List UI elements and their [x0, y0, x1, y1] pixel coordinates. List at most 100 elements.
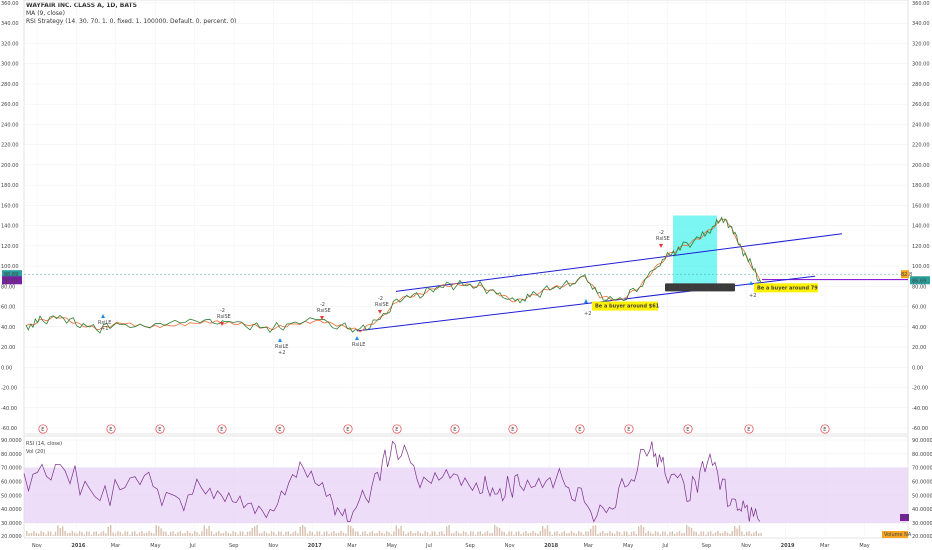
volume-bar	[69, 532, 71, 536]
time-tick-label: Nov	[268, 543, 278, 549]
volume-bar	[753, 532, 755, 536]
time-tick-label: Nov	[32, 543, 42, 549]
buy-label: RsiLE	[98, 320, 111, 326]
volume-bar	[210, 531, 213, 536]
price-tick-label: 40.00	[912, 325, 926, 331]
volume-bar	[153, 533, 155, 536]
volume-bar	[290, 534, 292, 536]
volume-bar	[40, 531, 42, 536]
volume-bar	[314, 534, 316, 536]
volume-bar	[345, 533, 347, 536]
time-tick-label: Mar	[820, 543, 830, 549]
volume-bar	[71, 531, 73, 536]
volume-bar	[280, 531, 282, 536]
time-tick-label: Jul	[425, 543, 432, 549]
volume-bar	[160, 528, 162, 536]
volume-bar	[671, 531, 673, 536]
trade-markers[interactable]: RsiLE+1RsiLE+2RsiLE-2RsiSE-2RsiSE-2RsiSE…	[98, 230, 756, 356]
volume-bar	[220, 533, 222, 536]
volume-bar	[304, 526, 306, 536]
annotation-61-bg	[592, 301, 658, 311]
volume-bar	[702, 531, 705, 536]
volume-bar	[143, 533, 145, 536]
rsi-tick-label: 90.0000	[912, 438, 932, 444]
volume-bar	[388, 532, 390, 536]
volume-bar	[340, 531, 342, 536]
volume-bar	[134, 531, 136, 536]
volume-bar	[484, 532, 486, 536]
volume-bar	[654, 531, 657, 536]
volume-bar	[618, 531, 621, 536]
volume-bar	[251, 528, 253, 536]
volume-bar	[86, 531, 88, 536]
volume-bar	[599, 532, 601, 536]
volume-bar	[722, 533, 724, 536]
earnings-marker	[343, 424, 353, 434]
volume-bar	[311, 532, 313, 536]
rsi-axis-right[interactable]: 90.0000 80.0000 70.0000 60.0000 50.0000 40.00…	[912, 438, 932, 540]
volume-bar	[268, 533, 270, 536]
volume-bar	[376, 532, 378, 536]
volume-bar	[78, 531, 81, 536]
sell-sub-label: -2	[659, 230, 664, 236]
volume-bar	[359, 534, 361, 536]
volume-bar	[26, 531, 28, 536]
volume-bar	[602, 531, 604, 536]
strategy-legend[interactable]: RSI Strategy (14, 30, 70, 1, 0, fixed, 1…	[26, 18, 237, 25]
volume-bar	[390, 534, 393, 536]
earnings-marker	[392, 424, 402, 434]
volume-bar	[362, 531, 364, 536]
volume-bar	[441, 531, 443, 536]
chart-annotations[interactable]: -68.20 (-45.63%) -6820 Be a buyer around …	[592, 283, 818, 311]
volume-bar	[117, 531, 119, 536]
volume-bar	[278, 531, 280, 536]
price-tag-right-text: 86.69	[912, 278, 926, 284]
time-tick-label: Sep	[702, 543, 711, 549]
annotation-61: Be a buyer around $61	[595, 304, 660, 310]
volume-bar	[743, 534, 745, 536]
price-axis-right[interactable]: 360.00 340.00 320.00 300.00 280.00 260.00 240.…	[912, 1, 930, 432]
earnings-marker-label: E	[747, 427, 750, 433]
volume-bar	[731, 531, 733, 536]
sell-label: RsiSE	[217, 314, 231, 320]
volume-bar	[98, 534, 100, 536]
volume-bar	[638, 526, 640, 536]
buy-sub-label: +2	[278, 350, 285, 356]
volume-bar	[364, 531, 366, 536]
price-tag-left	[2, 270, 22, 279]
volume-bar	[662, 531, 664, 536]
time-tick-label: Jul	[661, 543, 668, 549]
earnings-marker-label: E	[109, 427, 112, 433]
volume-bar	[580, 531, 582, 536]
buy-arrow	[584, 299, 588, 303]
rsi-tick-label: 80.0000	[912, 452, 932, 458]
time-tick-label: Nov	[505, 543, 515, 549]
buy-arrow	[278, 338, 282, 342]
volume-bar	[645, 533, 647, 536]
volume-bar	[338, 532, 340, 536]
volume-bar	[592, 525, 594, 536]
ma-legend[interactable]: MA (9, close)	[26, 10, 65, 17]
rsi-series	[23, 440, 761, 523]
time-tick-label: Sep	[465, 543, 474, 549]
volume-bar	[256, 525, 258, 536]
volume-bar	[724, 531, 726, 536]
rsi-tick-label: 90.0000	[1, 438, 22, 444]
volume-bar	[568, 533, 570, 536]
volume-bar	[386, 531, 388, 536]
volume-bar	[472, 531, 474, 536]
volume-bar	[371, 531, 373, 536]
sell-label: RsiSE	[656, 236, 670, 242]
volume-bar	[434, 531, 436, 536]
earnings-marker	[106, 424, 116, 434]
volume-bar	[54, 531, 57, 536]
time-axis[interactable]: Nov 2016 Mar May Jul Sep Nov 2017 Mar May Jul Sep No…	[32, 543, 870, 549]
volume-bar	[50, 531, 52, 536]
volume-tag	[882, 531, 908, 538]
volume-bar	[527, 533, 529, 536]
trend-lines[interactable]	[356, 233, 843, 332]
rsi-title: RSI (14, close)	[26, 441, 62, 447]
